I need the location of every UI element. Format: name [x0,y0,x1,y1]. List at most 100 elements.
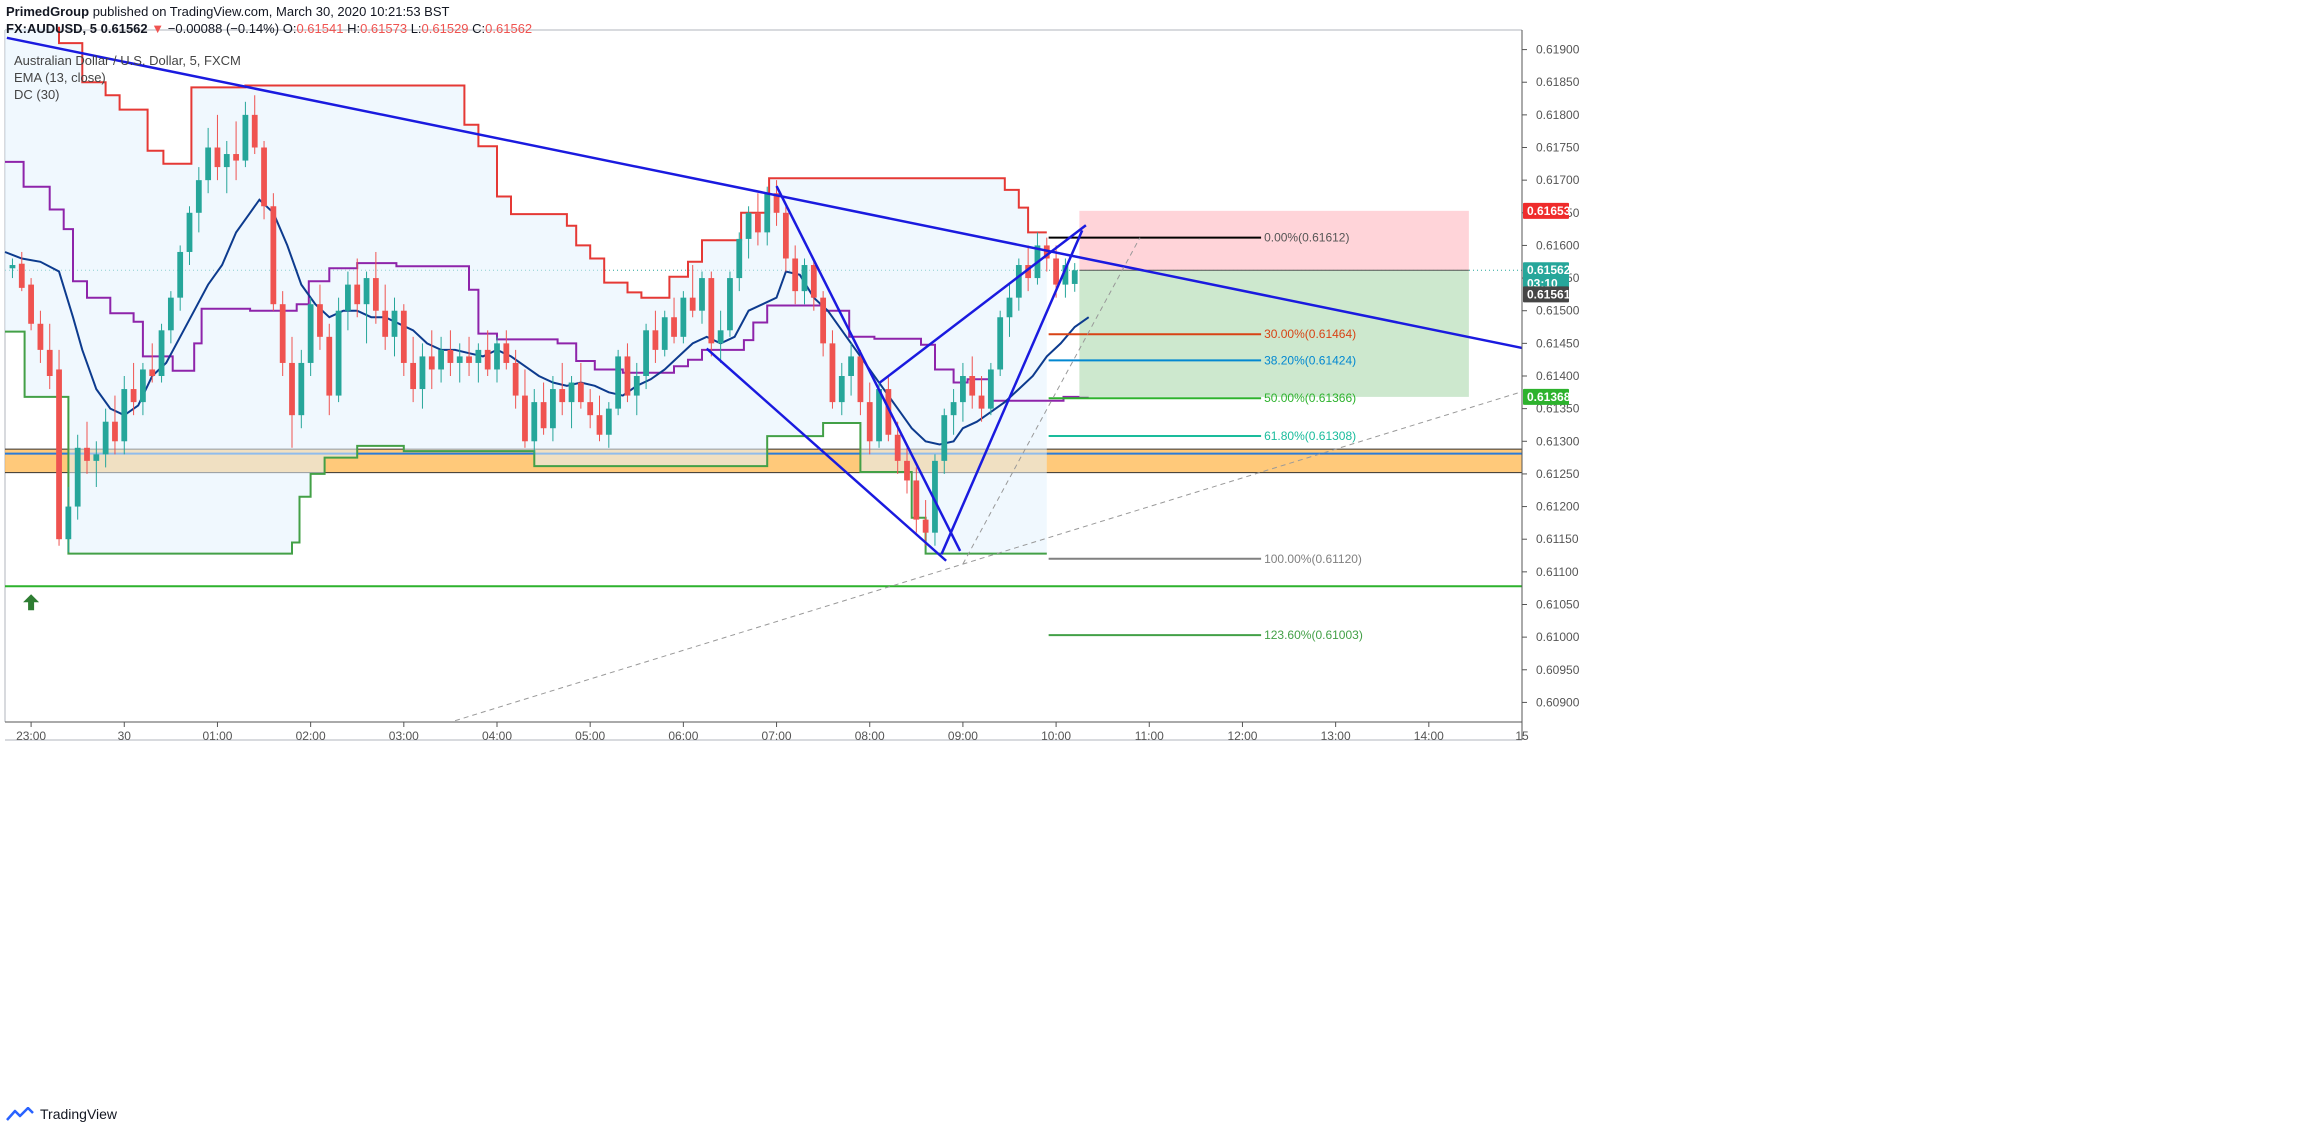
candle [512,349,519,409]
y-tick-label: 0.61150 [1536,532,1579,546]
legend-ema[interactable]: EMA (13, close) [14,70,106,85]
candle-body [167,297,174,331]
publisher-name[interactable]: PrimedGroup [6,4,90,19]
candle [661,310,668,357]
candle [466,336,472,376]
candle [345,271,351,331]
candle [251,95,258,155]
y-tick-label: 0.60950 [1536,663,1580,677]
candle [782,206,789,272]
publish-info: published on TradingView.com, March 30, … [92,4,450,19]
candle [829,330,836,409]
candle [475,343,482,383]
x-tick-label: 04:00 [482,729,512,743]
x-tick-label: 10:00 [1041,729,1071,743]
candle [84,421,90,474]
candle [680,291,687,344]
candle [522,369,528,448]
candle-body [820,297,827,344]
candle [913,467,920,533]
candle [28,278,34,331]
x-tick-label: 02:00 [296,729,326,743]
candle [745,206,752,259]
candle-body [689,297,696,311]
candle-body [223,154,230,168]
candle-body [829,343,836,403]
low-label: L: [410,21,422,36]
candle-body [699,278,705,311]
candle-body [261,147,267,207]
dashed-trendline [962,237,1141,565]
fibonacci-retracement[interactable]: 0.00%(0.61612) 30.00%(0.61464) 38.20%(0.61… [1048,231,1363,643]
candle-body [279,304,286,363]
y-tick-label: 0.61000 [1536,630,1580,644]
candle-body [1053,258,1059,285]
candle [270,193,277,311]
candle [102,408,109,468]
candle [447,330,454,376]
high-value: 0.61573 [360,21,408,36]
candle-body [913,480,920,520]
candle-body [447,349,454,363]
candle [577,362,584,409]
candle-body [559,389,566,403]
candle-body [242,114,249,161]
dc-lower-line [5,330,1047,555]
candle [894,421,901,474]
candle [177,245,184,311]
candle [391,297,398,357]
candle-body [149,369,156,376]
candle-body [18,263,25,288]
candle [596,395,603,442]
candle-body [969,376,976,396]
symbol-label[interactable]: FX:AUDUSD, 5 [6,21,98,36]
candle-body [755,212,761,233]
candle [1015,258,1022,311]
candle [671,297,677,344]
x-tick-label: 08:00 [855,729,885,743]
fib-level-label: 50.00%(0.61366) [1264,391,1356,405]
candle-body [932,460,938,533]
chart-header: PrimedGroup published on TradingView.com… [6,3,532,37]
candle-body [494,343,500,370]
candle-body [289,362,295,416]
high-label: H: [347,21,361,36]
legend-title[interactable]: Australian Dollar / U.S. Dollar, 5, FXCM [14,53,241,68]
candle-body [317,304,323,337]
candle-body [130,389,137,403]
candle [121,376,128,455]
candle [93,441,100,487]
trendline [940,229,1084,555]
candle [736,232,743,292]
candle [689,265,696,318]
candle-body [456,356,463,363]
candle [838,362,845,416]
candle-body [577,382,584,403]
candle-body [410,362,417,390]
short-position-tool[interactable] [1079,210,1469,397]
candle [112,395,118,455]
candle [261,140,267,220]
open-value: 0.61541 [296,21,344,36]
trendlines[interactable] [6,36,1523,722]
legend-dc[interactable]: DC (30) [14,87,60,102]
candle [699,271,705,324]
candle-body [214,147,221,168]
y-tick-label: 0.61350 [1536,402,1580,416]
fib-level-label: 123.60%(0.61003) [1264,628,1363,642]
candle-body [102,421,109,455]
candle [195,167,202,233]
candle-body [801,265,808,292]
candle-body [251,114,258,148]
candle [540,382,547,435]
candle [46,323,53,390]
candle [307,297,314,376]
y-tick-label: 0.61100 [1536,565,1579,579]
candle-body [503,343,510,363]
candle-body [382,310,389,337]
candle-body [9,265,16,269]
candle-body [773,193,780,213]
candle [456,343,463,383]
footer-brand[interactable]: TradingView [6,1106,117,1122]
